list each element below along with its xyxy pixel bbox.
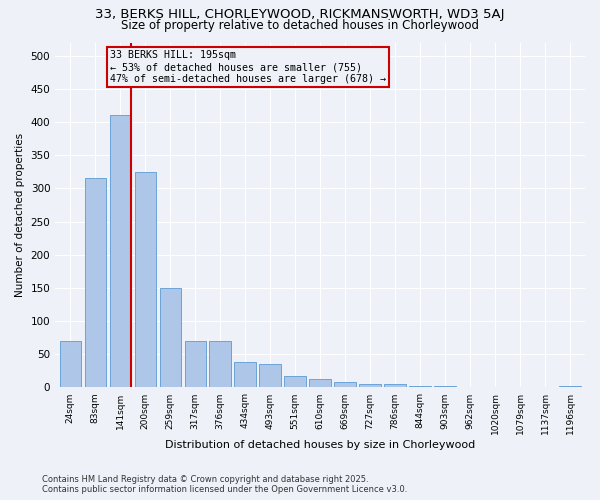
Bar	[559, 386, 581, 388]
Bar	[110, 116, 131, 388]
Text: 33 BERKS HILL: 195sqm
← 53% of detached houses are smaller (755)
47% of semi-det: 33 BERKS HILL: 195sqm ← 53% of detached …	[110, 50, 386, 84]
Text: 33, BERKS HILL, CHORLEYWOOD, RICKMANSWORTH, WD3 5AJ: 33, BERKS HILL, CHORLEYWOOD, RICKMANSWOR…	[95, 8, 505, 21]
Text: Size of property relative to detached houses in Chorleywood: Size of property relative to detached ho…	[121, 19, 479, 32]
Bar	[409, 386, 431, 388]
Text: Contains HM Land Registry data © Crown copyright and database right 2025.
Contai: Contains HM Land Registry data © Crown c…	[42, 474, 407, 494]
Bar	[160, 288, 181, 388]
Bar	[85, 178, 106, 388]
Bar	[284, 376, 306, 388]
Bar	[59, 341, 81, 388]
Bar	[209, 341, 231, 388]
Bar	[434, 386, 455, 388]
Bar	[134, 172, 156, 388]
Bar	[334, 382, 356, 388]
Bar	[235, 362, 256, 388]
Bar	[259, 364, 281, 388]
Bar	[385, 384, 406, 388]
X-axis label: Distribution of detached houses by size in Chorleywood: Distribution of detached houses by size …	[165, 440, 475, 450]
Y-axis label: Number of detached properties: Number of detached properties	[15, 133, 25, 297]
Bar	[185, 341, 206, 388]
Bar	[310, 380, 331, 388]
Bar	[359, 384, 380, 388]
